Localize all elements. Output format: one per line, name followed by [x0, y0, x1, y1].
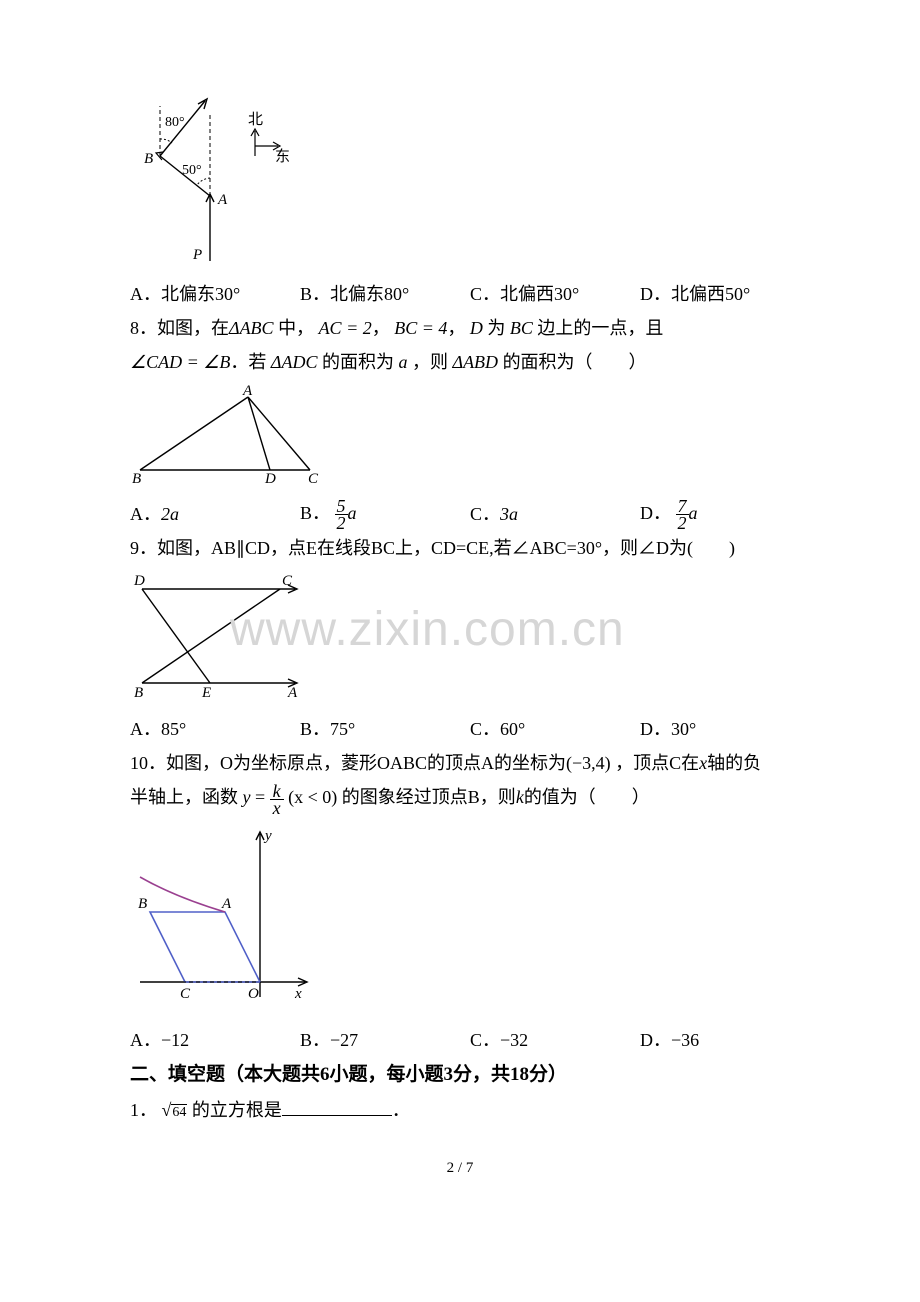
q8-optC: C．3a: [470, 497, 640, 531]
section2-heading: 二、填空题（本大题共6小题，每小题3分，共18分）: [130, 1057, 790, 1093]
svg-text:C: C: [282, 573, 293, 589]
q8-line1: 8．如图，在ΔABC 中， AC = 2， BC = 4， D 为 BC 边上的…: [130, 311, 790, 345]
q10-line1: 10．如图，O为坐标原点，菱形OABC的顶点A的坐标为(−3,4) ，顶点C在x…: [130, 746, 790, 780]
q8-optA: A．2a: [130, 497, 300, 531]
svg-text:P: P: [192, 247, 202, 263]
q7-figure: 北 东 80° 50° B A P: [130, 96, 790, 271]
q8-options: A．2a B． 5 2 a C．3a D． 7 2 a: [130, 496, 790, 531]
svg-text:x: x: [294, 986, 302, 1002]
svg-text:A: A: [242, 385, 253, 399]
q8-optB: B． 5 2 a: [300, 496, 470, 531]
fill1-blank[interactable]: [282, 1101, 392, 1116]
svg-text:B: B: [134, 685, 143, 701]
q9-text: 9．如图，AB∥CD，点E在线段BC上，CD=CE,若∠ABC=30°，则∠D为…: [130, 531, 790, 565]
q9-options: A．85° B．75° C．60° D．30°: [130, 712, 790, 746]
svg-text:C: C: [308, 471, 319, 485]
q7-optA: A．北偏东30°: [130, 277, 300, 311]
q10-options: A．−12 B．−27 C．−32 D．−36: [130, 1023, 790, 1057]
q8-figure: A B D C: [130, 385, 790, 490]
q9-figure: D C B E A: [130, 571, 790, 706]
q10-optA: A．−12: [130, 1023, 300, 1057]
svg-text:80°: 80°: [165, 115, 185, 130]
svg-text:O: O: [248, 986, 259, 1002]
svg-text:C: C: [180, 986, 191, 1002]
q7-optD: D．北偏西50°: [640, 277, 810, 311]
q8-line2: ∠CAD = ∠B．若 ΔADC 的面积为 a ，则 ΔABD 的面积为（ ）: [130, 345, 790, 379]
svg-text:A: A: [287, 685, 298, 701]
q9-optB: B．75°: [300, 712, 470, 746]
q7-optC: C．北偏西30°: [470, 277, 640, 311]
svg-text:A: A: [221, 896, 232, 912]
svg-text:D: D: [133, 573, 145, 589]
q8-optD: D． 7 2 a: [640, 496, 810, 531]
svg-text:D: D: [264, 471, 276, 485]
svg-text:B: B: [132, 471, 141, 485]
q10-optB: B．−27: [300, 1023, 470, 1057]
q10-optD: D．−36: [640, 1023, 810, 1057]
q10-optC: C．−32: [470, 1023, 640, 1057]
q9-optD: D．30°: [640, 712, 810, 746]
svg-text:y: y: [263, 828, 272, 844]
svg-text:B: B: [144, 151, 153, 167]
q7-options: A．北偏东30° B．北偏东80° C．北偏西30° D．北偏西50°: [130, 277, 790, 311]
q9-optA: A．85°: [130, 712, 300, 746]
q10-figure: y B A C O x: [130, 822, 790, 1017]
q7-optB: B．北偏东80°: [300, 277, 470, 311]
svg-text:E: E: [201, 685, 211, 701]
svg-text:A: A: [217, 192, 228, 208]
q9-optC: C．60°: [470, 712, 640, 746]
svg-text:50°: 50°: [182, 163, 202, 178]
q10-line2: 半轴上，函数 y = k x (x < 0) 的图象经过顶点B，则k的值为（ ）: [130, 780, 790, 815]
svg-text:北: 北: [248, 111, 263, 128]
svg-text:东: 东: [275, 148, 290, 165]
page-number: 2 / 7: [130, 1160, 790, 1177]
fill1: 1． √64 的立方根是．: [130, 1093, 790, 1130]
svg-text:B: B: [138, 896, 147, 912]
